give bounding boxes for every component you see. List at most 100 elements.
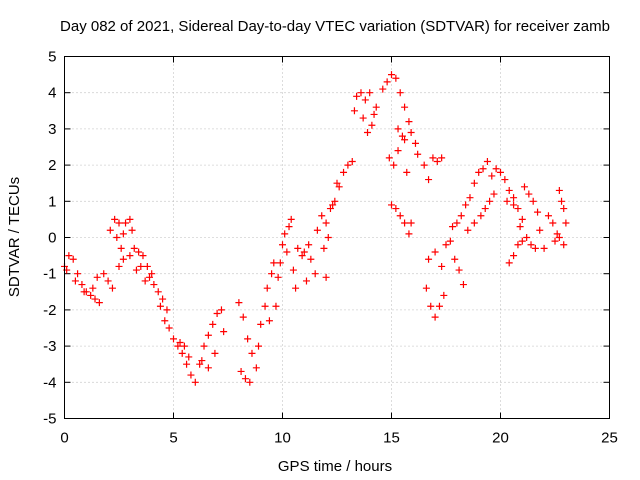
data-point <box>257 320 265 328</box>
data-point <box>348 157 356 165</box>
data-point <box>108 284 116 292</box>
data-point <box>180 342 188 350</box>
data-point <box>176 338 184 346</box>
data-point <box>287 215 295 223</box>
data-point <box>100 270 108 278</box>
data-point <box>534 208 542 216</box>
data-point <box>529 197 537 205</box>
data-point <box>331 197 339 205</box>
y-tick-label: -5 <box>43 411 56 428</box>
data-point <box>366 89 374 97</box>
data-point <box>560 241 568 249</box>
data-point <box>457 212 465 220</box>
data-point <box>272 302 280 310</box>
data-point <box>111 215 119 223</box>
data-point <box>165 324 173 332</box>
data-point <box>549 219 557 227</box>
data-point <box>394 125 402 133</box>
data-point <box>119 255 127 263</box>
data-point <box>159 295 167 303</box>
data-point <box>265 317 273 325</box>
plot-frame <box>64 56 610 419</box>
data-point <box>289 266 297 274</box>
data-point <box>420 161 428 169</box>
data-point <box>405 118 413 126</box>
data-point <box>150 281 158 289</box>
data-point <box>433 157 441 165</box>
data-point <box>237 367 245 375</box>
data-point <box>555 234 563 241</box>
data-point <box>453 219 461 227</box>
y-tick-label: -3 <box>43 338 56 355</box>
y-tick-label: 1 <box>48 193 56 210</box>
data-point <box>396 212 404 220</box>
data-point <box>71 277 79 285</box>
data-point <box>459 281 467 289</box>
data-point <box>438 154 446 162</box>
y-tick-label: 3 <box>48 121 56 138</box>
data-point <box>126 215 134 223</box>
data-point <box>438 262 446 270</box>
data-point <box>113 234 121 241</box>
data-point <box>516 223 524 231</box>
data-point <box>431 313 439 321</box>
data-point <box>553 230 561 238</box>
data-point <box>305 241 313 249</box>
data-point <box>503 197 511 205</box>
data-point <box>340 168 348 176</box>
data-point <box>95 299 103 307</box>
data-point <box>115 262 123 270</box>
data-point <box>324 234 332 241</box>
data-point <box>462 201 470 209</box>
x-tick-label: 25 <box>601 430 618 447</box>
tick-layer: 0 5 10 15 20 25 -5 -4 -3 -2 -1 0 1 2 3 4 5 <box>43 49 618 447</box>
data-point <box>368 121 376 129</box>
y-tick-label: 0 <box>48 230 56 247</box>
data-point <box>329 201 337 209</box>
data-point <box>80 288 88 296</box>
data-point <box>241 375 249 383</box>
data-point <box>383 78 391 86</box>
data-point <box>407 129 415 137</box>
data-point <box>217 306 225 314</box>
data-point <box>520 183 528 191</box>
data-point <box>246 378 254 386</box>
data-point <box>350 107 358 115</box>
data-point <box>148 270 156 278</box>
data-point <box>490 190 498 198</box>
data-point <box>401 219 409 227</box>
data-point <box>510 201 518 209</box>
data-point <box>525 190 533 198</box>
data-point <box>91 295 99 303</box>
data-point <box>78 281 86 289</box>
x-tick-label: 15 <box>383 430 400 447</box>
data-point <box>477 212 485 220</box>
data-point <box>141 277 149 285</box>
data-point <box>93 273 101 281</box>
data-point <box>488 172 496 180</box>
data-point <box>370 110 378 118</box>
data-point <box>451 255 459 263</box>
data-point <box>394 147 402 155</box>
data-point <box>235 299 243 307</box>
data-point <box>466 194 474 202</box>
data-point <box>248 349 256 357</box>
data-point <box>531 244 539 252</box>
data-point <box>422 284 430 292</box>
data-point <box>398 132 406 140</box>
data-point <box>475 168 483 176</box>
data-point <box>200 342 208 350</box>
data-point <box>209 320 217 328</box>
x-axis-label: GPS time / hours <box>278 458 392 475</box>
data-point <box>239 313 247 321</box>
data-point <box>385 154 393 162</box>
data-point <box>220 328 228 336</box>
data-point <box>558 197 566 205</box>
data-point <box>196 360 204 368</box>
data-point <box>285 223 293 231</box>
data-point <box>183 360 191 368</box>
data-point <box>435 302 443 310</box>
data-point <box>481 205 489 213</box>
data-point <box>178 349 186 357</box>
data-point <box>501 176 509 184</box>
